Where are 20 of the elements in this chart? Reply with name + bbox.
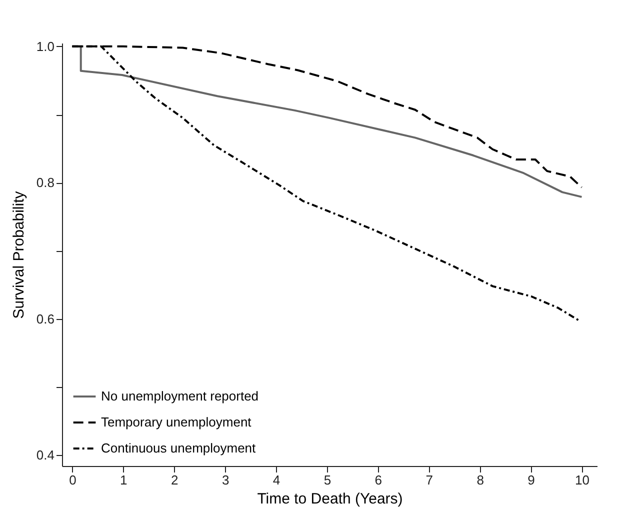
y-tick-label: 0.8 bbox=[36, 175, 54, 190]
x-tick-label: 2 bbox=[170, 472, 178, 488]
y-tick-label: 1.0 bbox=[36, 38, 54, 54]
x-tick-label: 10 bbox=[574, 472, 590, 488]
x-tick-label: 7 bbox=[426, 472, 433, 488]
x-axis-title: Time to Death (Years) bbox=[257, 490, 403, 508]
x-tick-label: 6 bbox=[374, 472, 382, 488]
y-tick-label: 0.6 bbox=[36, 311, 54, 326]
x-tick-label: 9 bbox=[528, 472, 535, 488]
y-tick-label: 0.4 bbox=[36, 448, 54, 463]
x-tick-label: 5 bbox=[324, 472, 332, 488]
legend-label: Temporary unemployment bbox=[101, 414, 252, 430]
x-tick-label: 1 bbox=[120, 472, 128, 488]
x-tick-label: 8 bbox=[476, 472, 484, 488]
x-tick-label: 4 bbox=[272, 472, 280, 488]
x-tick-label: 3 bbox=[222, 472, 230, 488]
legend-label: Continuous unemployment bbox=[101, 440, 256, 456]
y-axis-title: Survival Probability bbox=[10, 190, 28, 319]
legend-label: No unemployment reported bbox=[101, 388, 259, 404]
x-tick-label: 0 bbox=[69, 472, 76, 488]
